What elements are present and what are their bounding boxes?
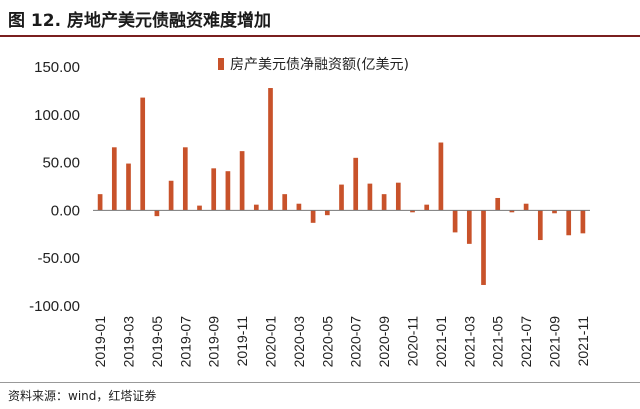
bar	[197, 205, 202, 211]
bar	[424, 204, 430, 211]
bar	[182, 147, 188, 211]
x-tick-label: 2019-07	[177, 316, 193, 368]
bar	[111, 147, 117, 211]
x-tick-label: 2021-01	[433, 316, 449, 368]
x-tick-label: 2019-05	[149, 316, 165, 368]
bar	[339, 184, 344, 211]
bar	[97, 194, 103, 211]
bar	[168, 180, 174, 211]
bar	[381, 194, 387, 211]
x-tick-label: 2020-05	[319, 316, 335, 368]
bar	[140, 97, 146, 211]
bar	[239, 151, 245, 211]
y-tick-label: 50.00	[42, 155, 80, 172]
x-tick-label: 2021-11	[575, 316, 591, 367]
x-tick-label: 2019-01	[92, 316, 108, 368]
bar	[253, 204, 259, 211]
bar	[211, 168, 217, 211]
legend-label: 房产美元债净融资额(亿美元)	[230, 57, 409, 73]
bar	[495, 197, 501, 211]
x-tick-label: 2019-09	[206, 316, 222, 368]
bar	[552, 210, 557, 214]
bar	[566, 210, 572, 236]
x-tick-label: 2021-05	[490, 316, 506, 368]
x-tick-label: 2021-07	[518, 316, 534, 368]
bar	[580, 210, 586, 234]
bar	[282, 194, 288, 211]
bar	[466, 210, 472, 244]
x-tick-label: 2020-03	[291, 316, 307, 368]
bar	[509, 210, 515, 213]
bar	[126, 163, 131, 211]
bar	[537, 210, 543, 241]
x-axis: 2019-01 2019-03 2019-05 2019-07 2019-09 2019-…	[92, 316, 591, 368]
bar	[367, 183, 373, 211]
x-tick-label: 2019-11	[234, 316, 250, 367]
y-tick-label: 150.00	[34, 59, 80, 76]
figure-title-bar: 图 12. 房地产美元债融资难度增加	[0, 0, 640, 37]
bar	[410, 210, 415, 213]
y-tick-label: 100.00	[34, 107, 80, 124]
legend: 房产美元债净融资额(亿美元)	[218, 57, 409, 73]
x-tick-label: 2020-07	[348, 316, 364, 368]
bar	[154, 210, 160, 217]
x-tick-label: 2021-03	[461, 316, 477, 368]
x-tick-label: 2020-11	[405, 316, 421, 367]
x-tick-label: 2021-09	[547, 316, 563, 368]
x-tick-label: 2019-03	[121, 316, 137, 368]
bar	[353, 157, 359, 211]
y-tick-label: 0.00	[51, 202, 80, 219]
bar	[523, 203, 529, 211]
y-tick-label: -100.00	[29, 298, 80, 315]
bar-series	[97, 88, 586, 285]
bar	[438, 142, 444, 211]
figure-title: 图 12. 房地产美元债融资难度增加	[8, 11, 271, 31]
bar	[452, 210, 458, 233]
bar	[395, 182, 401, 211]
title-rule	[0, 35, 640, 37]
source-rule	[0, 382, 640, 383]
bar-chart: 150.00 100.00 50.00 0.00 -50.00 -100.00 2019-…	[29, 57, 591, 368]
y-axis: 150.00 100.00 50.00 0.00 -50.00 -100.00	[29, 59, 80, 315]
legend-swatch	[218, 58, 224, 70]
x-tick-label: 2020-09	[376, 316, 392, 368]
bar	[268, 88, 273, 211]
x-tick-label: 2020-01	[263, 316, 279, 368]
bar	[225, 171, 231, 211]
bar	[481, 210, 486, 285]
bar	[310, 210, 316, 223]
source-note: 资料来源：wind，红塔证券	[8, 389, 157, 403]
bar	[324, 210, 330, 216]
y-tick-label: -50.00	[37, 250, 80, 267]
bar	[296, 203, 302, 211]
